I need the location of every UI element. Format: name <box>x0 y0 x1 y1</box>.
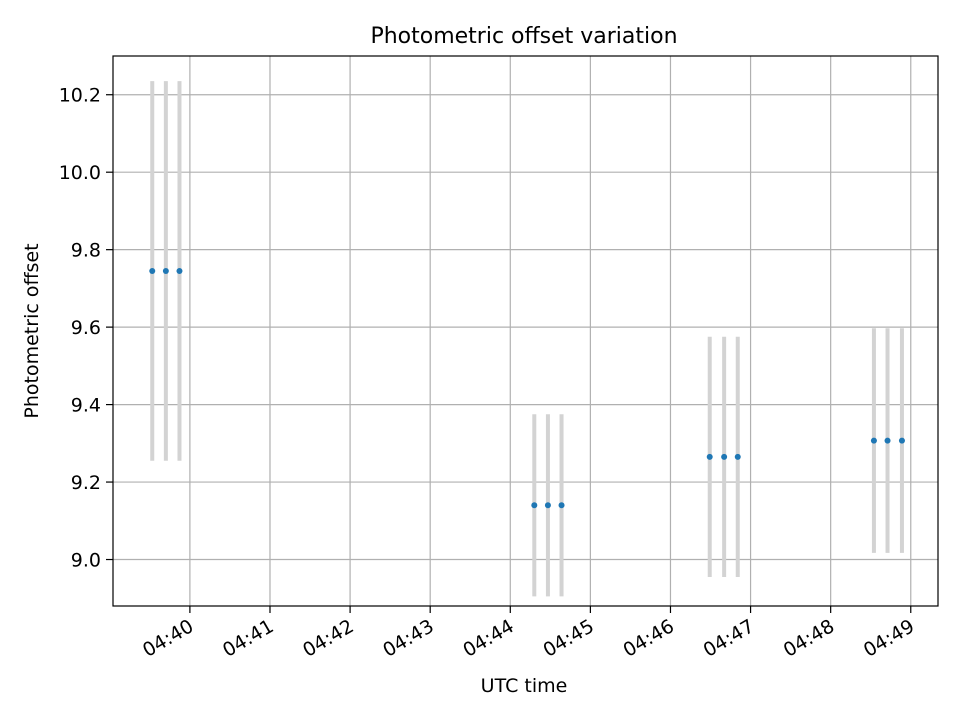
data-point <box>149 267 156 274</box>
y-tick-label: 9.4 <box>71 395 101 417</box>
y-tick-label: 10.2 <box>59 85 101 107</box>
data-point <box>706 453 713 460</box>
data-point <box>544 502 551 509</box>
grid-layer <box>113 56 938 606</box>
plot-frame <box>112 55 939 607</box>
y-tick-label: 9.2 <box>71 472 101 494</box>
y-axis-label: Photometric offset <box>21 243 43 418</box>
data-point <box>898 437 905 444</box>
y-tick-label: 10.0 <box>59 162 101 184</box>
data-point <box>734 453 741 460</box>
point-layer <box>149 267 905 509</box>
data-point <box>870 437 877 444</box>
data-point <box>558 502 565 509</box>
y-axis-ticks: 9.0 9.2 9.4 9.6 9.8 10.0 10.2 <box>59 85 113 572</box>
y-tick-label: 9.8 <box>71 240 101 262</box>
data-point <box>531 502 538 509</box>
data-point <box>176 267 183 274</box>
x-axis-label: UTC time <box>481 675 568 697</box>
y-tick-label: 9.0 <box>71 550 101 572</box>
data-point <box>162 267 169 274</box>
data-point <box>721 453 728 460</box>
chart-title: Photometric offset variation <box>370 24 677 49</box>
y-tick-label: 9.6 <box>71 317 101 339</box>
data-point <box>884 437 891 444</box>
